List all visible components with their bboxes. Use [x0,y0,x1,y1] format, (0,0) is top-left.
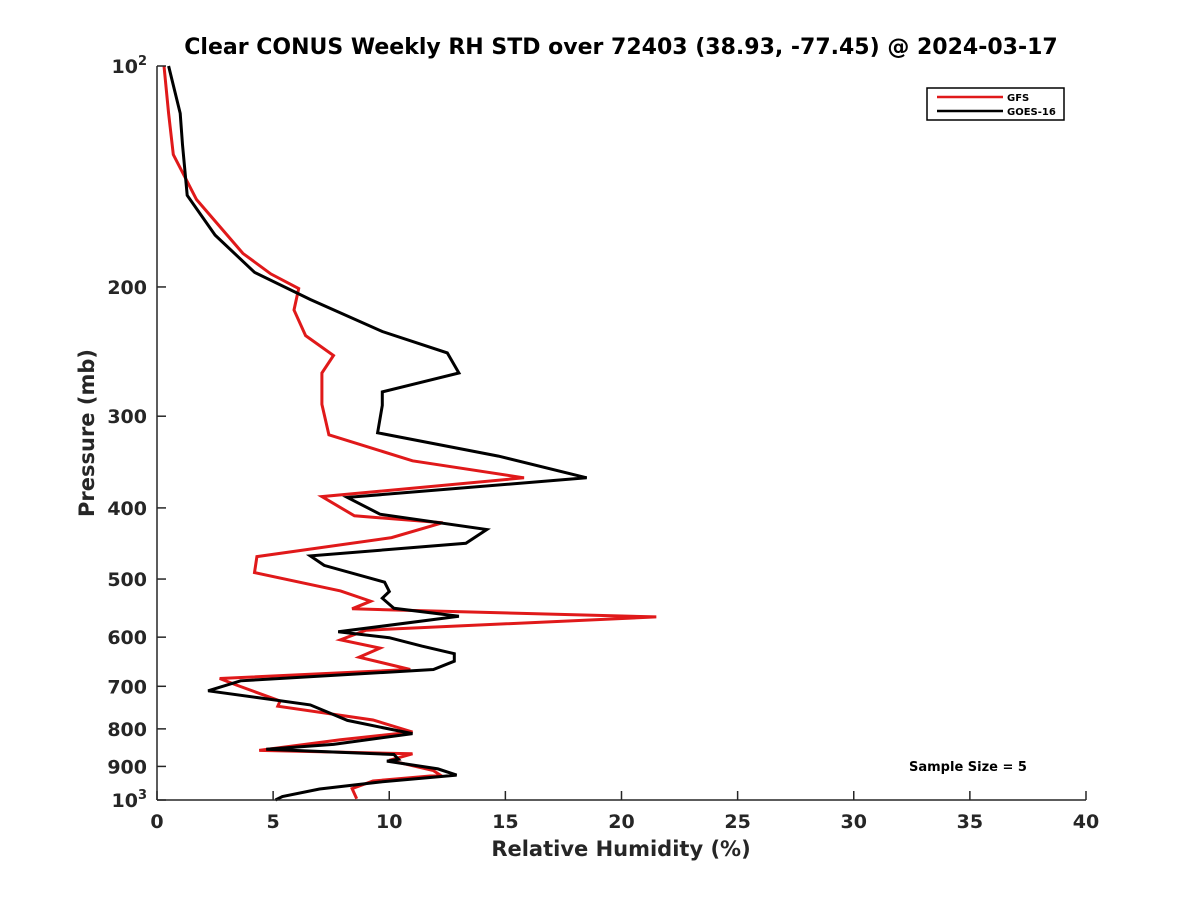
y-tick-label-base: 300 [107,406,147,428]
plot-area [157,66,1086,800]
y-tick-label: 400 [107,498,147,520]
chart-title: Clear CONUS Weekly RH STD over 72403 (38… [184,35,1057,60]
x-tick-label: 40 [1073,811,1099,833]
x-axis-ticks: 0 5 10 15 20 25 30 35 40 [150,791,1099,833]
x-axis-label: Relative Humidity (%) [491,837,750,861]
y-tick-label-base: 10 [112,790,138,812]
y-tick-label: 900 [107,756,147,778]
y-tick-label: 300 [107,406,147,428]
y-tick-label: 700 [107,676,147,698]
y-tick-label-base: 800 [107,719,147,741]
y-tick-label-exponent: 2 [138,54,147,69]
series-line-goes-16 [167,65,588,802]
y-tick-label-base: 200 [107,277,147,299]
legend: GFS GOES-16 [926,87,1065,121]
x-tick-label: 20 [608,811,634,833]
legend-label-goes16: GOES-16 [1007,107,1056,118]
y-tick-label-base: 10 [112,56,138,78]
x-tick-label: 0 [150,811,163,833]
legend-label-gfs: GFS [1007,93,1029,104]
y-tick-label-exponent: 3 [138,788,147,803]
y-tick-label-base: 900 [107,756,147,778]
sample-size-annotation: Sample Size = 5 [909,760,1027,775]
y-tick-label-base: 700 [107,676,147,698]
x-tick-label: 15 [492,811,518,833]
y-tick-label: 200 [107,277,147,299]
x-tick-label: 5 [267,811,280,833]
y-tick-label: 800 [107,719,147,741]
x-tick-label: 10 [376,811,402,833]
y-tick-label-base: 600 [107,627,147,649]
legend-box [926,87,1065,121]
y-tick-label: 103 [112,788,148,812]
x-tick-label: 35 [957,811,983,833]
y-tick-label: 600 [107,627,147,649]
y-tick-label-base: 400 [107,498,147,520]
y-axis-label: Pressure (mb) [75,349,99,517]
series-layer [162,65,657,802]
y-tick-label-base: 500 [107,569,147,591]
x-tick-label: 25 [724,811,750,833]
x-tick-label: 30 [841,811,867,833]
y-tick-label: 102 [112,54,148,78]
y-tick-label: 500 [107,569,147,591]
